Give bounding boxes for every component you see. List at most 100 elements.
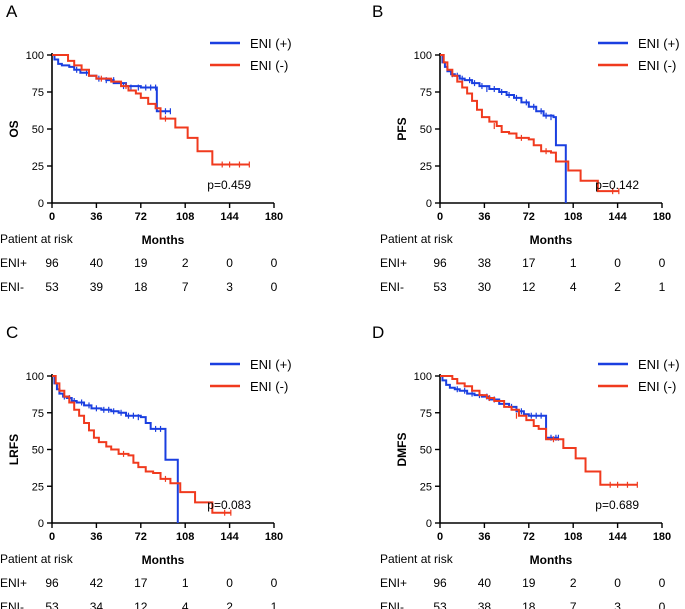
- km-curve-eni-pos: [52, 375, 179, 523]
- p-value-label: p=0.689: [595, 498, 639, 512]
- y-axis-label: PFS: [395, 117, 409, 140]
- x-tick-label: 36: [90, 531, 102, 543]
- risk-row-label: ENI-: [0, 600, 24, 609]
- risk-row-label: ENI+: [380, 256, 407, 270]
- risk-count: 12: [134, 600, 148, 609]
- km-curve-eni-neg: [52, 54, 250, 166]
- legend-label: ENI (+): [638, 357, 680, 372]
- risk-count: 39: [90, 280, 104, 294]
- risk-row-label: ENI+: [0, 256, 27, 270]
- legend-label: ENI (+): [250, 357, 292, 372]
- x-axis-label: Months: [142, 553, 185, 567]
- x-tick-label: 0: [437, 531, 443, 543]
- y-tick-label: 100: [26, 50, 44, 62]
- risk-row-label: ENI+: [380, 576, 407, 590]
- risk-count: 0: [271, 280, 278, 294]
- y-axis-label: LRFS: [7, 434, 21, 465]
- risk-count: 2: [570, 576, 577, 590]
- risk-count: 96: [433, 256, 447, 270]
- risk-count: 96: [45, 256, 59, 270]
- risk-count: 17: [134, 576, 148, 590]
- risk-count: 0: [659, 256, 666, 270]
- risk-count: 1: [182, 576, 189, 590]
- risk-table-header: Patient at risk: [380, 232, 454, 246]
- km-curve-eni-neg: [52, 375, 231, 514]
- y-tick-label: 0: [38, 518, 44, 530]
- risk-count: 42: [90, 576, 104, 590]
- risk-count: 0: [271, 576, 278, 590]
- risk-count: 53: [433, 280, 447, 294]
- legend-label: ENI (-): [638, 379, 676, 394]
- panel-letter: A: [6, 2, 18, 21]
- risk-count: 2: [226, 600, 233, 609]
- risk-table-header: Patient at risk: [0, 232, 74, 246]
- y-tick-label: 75: [32, 87, 44, 99]
- x-tick-label: 180: [265, 211, 283, 223]
- risk-count: 38: [478, 256, 492, 270]
- y-tick-label: 25: [420, 481, 432, 493]
- x-tick-label: 0: [437, 211, 443, 223]
- x-tick-label: 144: [608, 531, 627, 543]
- y-tick-label: 0: [38, 198, 44, 210]
- x-tick-label: 72: [523, 211, 535, 223]
- risk-row-label: ENI-: [0, 280, 24, 294]
- y-tick-label: 75: [420, 87, 432, 99]
- risk-count: 96: [45, 576, 59, 590]
- y-tick-label: 0: [426, 198, 432, 210]
- y-tick-label: 100: [26, 371, 44, 383]
- x-tick-label: 72: [135, 211, 147, 223]
- risk-count: 30: [478, 280, 492, 294]
- p-value-label: p=0.459: [207, 178, 251, 192]
- p-value-label: p=0.142: [595, 178, 639, 192]
- x-tick-label: 144: [220, 211, 239, 223]
- x-tick-label: 108: [176, 211, 194, 223]
- x-tick-label: 108: [564, 531, 582, 543]
- y-tick-label: 50: [420, 445, 432, 457]
- risk-count: 0: [614, 576, 621, 590]
- risk-count: 19: [522, 576, 536, 590]
- risk-count: 53: [45, 600, 59, 609]
- legend-label: ENI (-): [638, 58, 676, 73]
- risk-count: 1: [659, 280, 666, 294]
- risk-count: 0: [271, 256, 278, 270]
- risk-count: 19: [134, 256, 148, 270]
- x-tick-label: 0: [49, 531, 55, 543]
- risk-count: 1: [271, 600, 278, 609]
- risk-count: 1: [570, 256, 577, 270]
- risk-count: 53: [433, 600, 447, 609]
- risk-count: 4: [570, 280, 577, 294]
- risk-count: 18: [134, 280, 148, 294]
- risk-row-label: ENI-: [380, 600, 404, 609]
- km-curve-eni-neg: [440, 375, 638, 486]
- y-tick-label: 25: [32, 481, 44, 493]
- y-tick-label: 50: [420, 124, 432, 136]
- x-tick-label: 180: [653, 531, 671, 543]
- risk-count: 2: [182, 256, 189, 270]
- risk-count: 40: [478, 576, 492, 590]
- x-tick-label: 144: [608, 211, 627, 223]
- y-tick-label: 25: [32, 161, 44, 173]
- x-tick-label: 180: [653, 211, 671, 223]
- risk-count: 96: [433, 576, 447, 590]
- risk-count: 38: [478, 600, 492, 609]
- y-tick-label: 75: [32, 408, 44, 420]
- risk-row-label: ENI+: [0, 576, 27, 590]
- x-tick-label: 36: [478, 211, 490, 223]
- risk-row-label: ENI-: [380, 280, 404, 294]
- x-axis-label: Months: [530, 233, 573, 247]
- x-tick-label: 72: [135, 531, 147, 543]
- risk-count: 3: [614, 600, 621, 609]
- y-tick-label: 100: [414, 371, 432, 383]
- risk-count: 3: [226, 280, 233, 294]
- risk-count: 40: [90, 256, 104, 270]
- risk-count: 2: [614, 280, 621, 294]
- km-curve-eni-pos: [440, 375, 559, 439]
- km-curve-eni-pos: [52, 54, 171, 113]
- risk-count: 0: [226, 256, 233, 270]
- x-tick-label: 36: [478, 531, 490, 543]
- y-axis-label: DMFS: [395, 433, 409, 467]
- risk-table-header: Patient at risk: [380, 552, 454, 566]
- x-tick-label: 72: [523, 531, 535, 543]
